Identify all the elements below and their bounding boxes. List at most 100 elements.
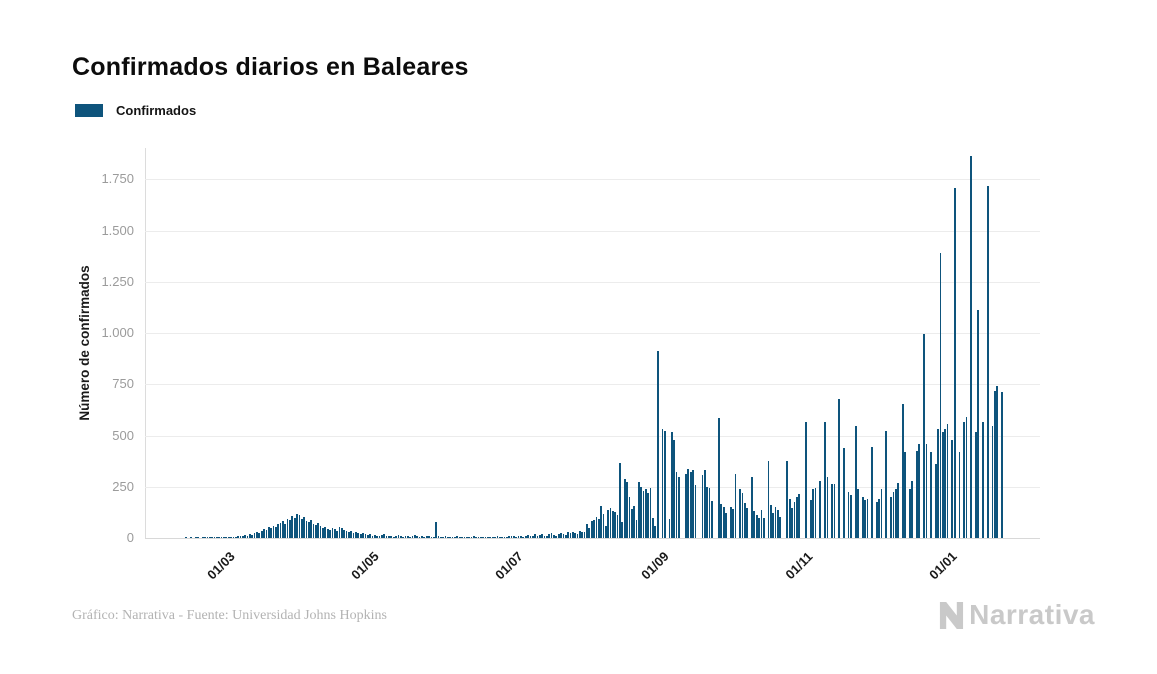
bar [854,425,857,538]
bar [904,452,907,538]
bar [274,527,277,538]
bar [871,447,874,538]
bar [621,521,624,538]
y-axis-tick-label: 1.250 [101,273,134,289]
bar [916,451,918,538]
bar [307,522,310,538]
bar [451,537,454,538]
bar [503,536,506,538]
bar [204,537,206,538]
bar [362,532,364,538]
bar [951,439,954,538]
bar [876,501,878,538]
bar [416,535,419,538]
bar [934,464,937,538]
bar [911,480,914,538]
bar [534,534,536,538]
bar [604,525,607,538]
bar [324,527,327,538]
bar [388,535,390,538]
bar [350,530,353,538]
bar [494,536,496,538]
bar [930,452,932,538]
bar [237,536,239,538]
bar [270,528,272,538]
bar [463,536,466,538]
bar [661,429,664,538]
bar [758,517,760,538]
bar [220,537,223,538]
bar [428,536,430,538]
bar [675,472,678,538]
bar [673,439,676,538]
gridline [145,486,1040,488]
bar [637,482,640,538]
bar [517,535,520,538]
bar [779,516,782,538]
bar [524,536,527,538]
bar [894,489,897,538]
bar [663,431,666,538]
bar [880,489,883,538]
bar [385,535,388,538]
bar [536,536,539,538]
x-axis-tick-label: 01/09 [638,548,672,583]
bar [216,537,218,538]
bar [381,535,383,538]
bar [819,481,822,538]
bar [546,535,548,538]
bar [376,535,379,538]
bar [206,537,209,538]
bar [850,494,852,538]
bar [371,535,374,538]
narrativa-logo-text: Narrativa [969,599,1095,630]
gridline [145,281,1040,283]
bar [647,492,650,538]
bar [230,536,232,538]
bar [232,536,235,538]
bar [866,498,869,538]
bar [795,496,798,538]
bar [656,351,659,538]
bar [993,391,996,538]
y-axis-tick-label: 1.500 [101,222,134,238]
bar [722,507,725,538]
bar [458,537,461,538]
bar [668,518,671,538]
bar [241,536,244,538]
bar [369,534,371,538]
bar [310,519,313,538]
bar [982,421,984,538]
bar [246,535,249,538]
bar [649,487,652,538]
bar [239,535,242,538]
bar [600,506,602,538]
bar [284,523,287,538]
bar [777,509,779,538]
bar [305,520,308,538]
bar [892,492,895,538]
bar [357,533,360,538]
bar [861,496,864,538]
bar [734,474,737,538]
bar [857,489,859,538]
bar [923,333,925,538]
bar [527,535,529,538]
bar [555,535,558,538]
y-axis-tick-label: 500 [112,427,134,443]
bar [487,536,489,538]
bar [843,448,845,538]
bar [593,519,595,538]
x-axis-tick-label: 01/07 [492,548,526,583]
bar [864,499,866,538]
bar [953,188,956,538]
bar [444,536,447,538]
bar [340,528,343,538]
bar [619,463,621,538]
bar [213,537,216,538]
bar [548,534,551,538]
bar [194,537,197,538]
bar [897,482,899,538]
bar [788,499,791,538]
bar [826,477,829,538]
